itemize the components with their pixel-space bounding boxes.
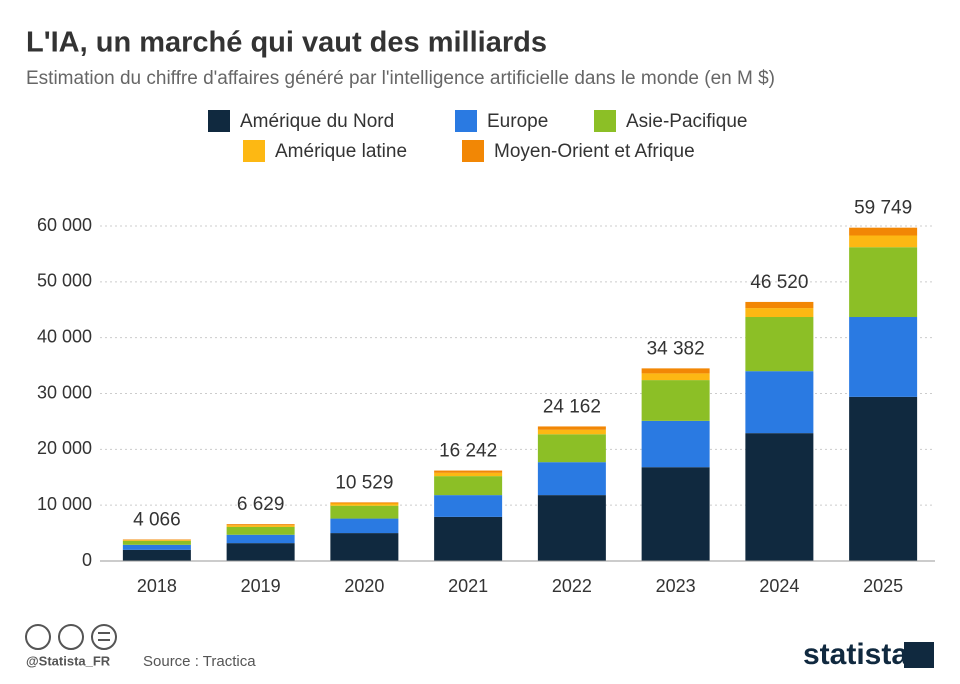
x-tick-label: 2025 bbox=[863, 576, 903, 596]
legend-swatch bbox=[243, 140, 265, 162]
chart-subtitle: Estimation du chiffre d'affaires généré … bbox=[26, 68, 775, 89]
bar-segment bbox=[434, 470, 503, 473]
bar-segment bbox=[226, 526, 295, 535]
total-label: 10 529 bbox=[335, 472, 393, 493]
bar-segment bbox=[641, 467, 710, 561]
bar-segment bbox=[434, 472, 503, 477]
x-tick-label: 2021 bbox=[448, 576, 488, 596]
bar-segment bbox=[434, 495, 503, 517]
bar-segment bbox=[641, 420, 710, 468]
bar-segment bbox=[641, 380, 710, 421]
total-label: 34 382 bbox=[647, 338, 705, 359]
y-tick-label: 60 000 bbox=[37, 215, 92, 235]
y-tick-label: 50 000 bbox=[37, 271, 92, 291]
legend-swatch bbox=[208, 110, 230, 132]
total-label: 24 162 bbox=[543, 396, 601, 417]
bar-segment bbox=[849, 247, 918, 318]
bar-segment bbox=[849, 227, 918, 236]
bar-segment bbox=[537, 462, 606, 496]
x-tick-label: 2022 bbox=[552, 576, 592, 596]
credit: @Statista_FR bbox=[26, 653, 111, 668]
y-tick-label: 30 000 bbox=[37, 382, 92, 402]
bar-segment bbox=[122, 539, 191, 541]
bar-segment bbox=[745, 433, 814, 561]
x-tick-label: 2018 bbox=[137, 576, 177, 596]
source: Source : Tractica bbox=[143, 653, 256, 670]
total-label: 6 629 bbox=[237, 494, 285, 515]
bar-segment bbox=[226, 543, 295, 561]
x-tick-label: 2024 bbox=[759, 576, 799, 596]
bar-segment bbox=[226, 534, 295, 544]
legend-label: Amérique latine bbox=[275, 141, 407, 162]
legend-label: Moyen-Orient et Afrique bbox=[494, 141, 695, 162]
bar-segment bbox=[330, 505, 399, 519]
x-tick-label: 2019 bbox=[241, 576, 281, 596]
bar-segment bbox=[122, 540, 191, 541]
legend-swatch bbox=[594, 110, 616, 132]
legend-swatch bbox=[462, 140, 484, 162]
bar-segment bbox=[745, 301, 814, 309]
bar-segment bbox=[537, 426, 606, 430]
legend-label: Amérique du Nord bbox=[240, 111, 394, 132]
bar-segment bbox=[849, 235, 918, 248]
bar-segment bbox=[641, 368, 710, 374]
brand-logo bbox=[904, 642, 934, 668]
legend-label: Asie-Pacifique bbox=[626, 111, 747, 132]
bar-segment bbox=[330, 533, 399, 561]
brand: statista bbox=[803, 638, 908, 671]
bar-segment bbox=[122, 549, 191, 561]
y-tick-label: 10 000 bbox=[37, 494, 92, 514]
chart-title: L'IA, un marché qui vaut des milliards bbox=[26, 27, 547, 59]
bar-segment bbox=[745, 371, 814, 434]
bar-segment bbox=[849, 317, 918, 397]
total-label: 59 749 bbox=[854, 198, 912, 219]
bar-segment bbox=[330, 502, 399, 504]
legend-label: Europe bbox=[487, 111, 548, 132]
total-label: 4 066 bbox=[133, 510, 181, 531]
bar-segment bbox=[226, 524, 295, 526]
bar-segment bbox=[226, 525, 295, 527]
y-tick-label: 40 000 bbox=[37, 326, 92, 346]
bar-segment bbox=[434, 476, 503, 496]
bar-segment bbox=[849, 396, 918, 561]
bar-segment bbox=[537, 434, 606, 463]
bar-segment bbox=[745, 317, 814, 372]
bar-segment bbox=[122, 540, 191, 545]
bar-segment bbox=[330, 503, 399, 506]
bar-segment bbox=[330, 518, 399, 534]
total-label: 46 520 bbox=[750, 272, 808, 293]
cc-icons bbox=[25, 624, 117, 650]
y-tick-label: 0 bbox=[82, 550, 92, 570]
y-tick-label: 20 000 bbox=[37, 438, 92, 458]
bar-segment bbox=[434, 516, 503, 561]
bar-segment bbox=[641, 373, 710, 381]
bar-segment bbox=[745, 308, 814, 318]
total-label: 16 242 bbox=[439, 441, 497, 462]
bar-segment bbox=[537, 429, 606, 435]
bar-segment bbox=[122, 544, 191, 550]
bar-segment bbox=[537, 495, 606, 561]
x-tick-label: 2020 bbox=[344, 576, 384, 596]
x-tick-label: 2023 bbox=[656, 576, 696, 596]
legend-swatch bbox=[455, 110, 477, 132]
